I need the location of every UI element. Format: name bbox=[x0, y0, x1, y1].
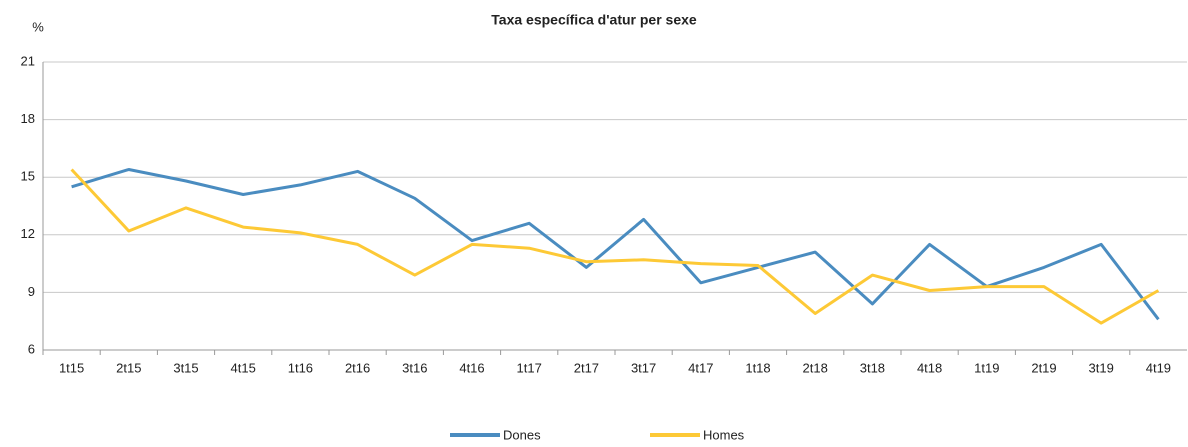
chart-title: Taxa específica d'atur per sexe bbox=[491, 12, 697, 28]
x-tick-label: 2t15 bbox=[116, 360, 141, 375]
y-tick-label: 9 bbox=[28, 284, 35, 299]
x-tick-label: 3t19 bbox=[1089, 360, 1114, 375]
x-tick-label: 3t15 bbox=[173, 360, 198, 375]
y-tick-label: 21 bbox=[21, 53, 35, 68]
series-line bbox=[70, 168, 1160, 325]
y-tick-label: 6 bbox=[28, 341, 35, 356]
x-tick-label: 1t17 bbox=[517, 360, 542, 375]
x-tick-label: 1t19 bbox=[974, 360, 999, 375]
x-tick-label: 4t18 bbox=[917, 360, 942, 375]
y-tick-label: 12 bbox=[21, 226, 35, 241]
x-tick-label: 2t19 bbox=[1031, 360, 1056, 375]
y-tick-label: 15 bbox=[21, 169, 35, 184]
x-tick-label: 4t16 bbox=[459, 360, 484, 375]
x-tick-label: 1t18 bbox=[745, 360, 770, 375]
x-tick-label: 1t16 bbox=[288, 360, 313, 375]
x-tick-label: 2t17 bbox=[574, 360, 599, 375]
x-tick-label: 4t15 bbox=[231, 360, 256, 375]
legend-label: Homes bbox=[703, 427, 745, 442]
legend-label: Dones bbox=[503, 427, 541, 442]
x-tick-label: 2t18 bbox=[803, 360, 828, 375]
x-tick-label: 3t18 bbox=[860, 360, 885, 375]
x-tick-label: 3t16 bbox=[402, 360, 427, 375]
x-tick-label: 3t17 bbox=[631, 360, 656, 375]
x-tick-label: 1t15 bbox=[59, 360, 84, 375]
x-tick-label: 4t17 bbox=[688, 360, 713, 375]
y-axis-label: % bbox=[32, 19, 44, 34]
series-line bbox=[71, 168, 1160, 321]
x-tick-label: 4t19 bbox=[1146, 360, 1171, 375]
y-tick-label: 18 bbox=[21, 111, 35, 126]
x-tick-label: 2t16 bbox=[345, 360, 370, 375]
